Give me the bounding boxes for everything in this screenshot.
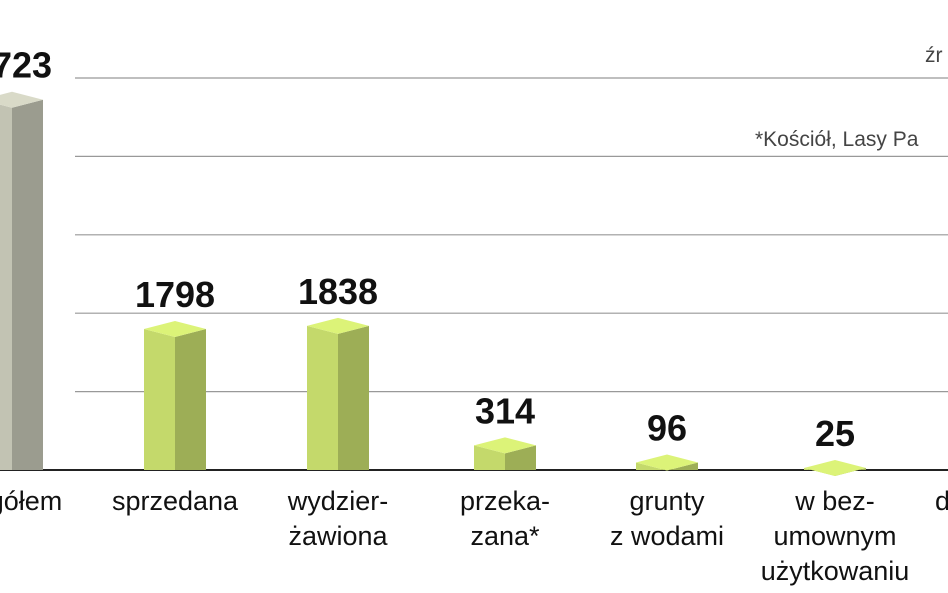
x-tick-label: wydzier-żawiona (287, 486, 389, 551)
bar-top (0, 91, 43, 108)
bar-side (505, 445, 536, 470)
bar-side (12, 99, 43, 470)
bar (144, 321, 206, 470)
bar (307, 317, 369, 470)
bar-top (144, 321, 206, 338)
bar-front (307, 325, 338, 470)
value-label: 1798 (135, 274, 215, 315)
bar-top (474, 437, 536, 454)
bar (804, 460, 866, 477)
bar-top (804, 460, 866, 477)
x-tick-label: do (935, 486, 948, 516)
bar-top (307, 317, 369, 334)
x-tick-label: sprzedana (112, 486, 239, 516)
x-tick-label: grunty z wodami (610, 486, 724, 551)
bar-front (474, 445, 505, 470)
bar (474, 437, 536, 470)
bar (0, 91, 43, 470)
bar-front (144, 329, 175, 470)
bar-front (0, 104, 12, 470)
value-label: 1838 (298, 271, 378, 312)
x-tick-label: przeka-zana* (460, 486, 550, 551)
x-tick-label: w bez-umownym użytkowaniu (761, 486, 910, 586)
bar (636, 454, 698, 471)
x-tick-label: ogółem (0, 486, 62, 516)
value-label: 4723 (0, 45, 52, 86)
value-label: 25 (815, 413, 855, 454)
source: źr (925, 44, 943, 67)
bar-top (636, 454, 698, 471)
footnote: *Kościół, Lasy Pa (755, 128, 919, 151)
bar-side (175, 329, 206, 470)
bar-side (338, 325, 369, 470)
value-label: 314 (475, 390, 535, 431)
value-label: 96 (647, 407, 687, 448)
